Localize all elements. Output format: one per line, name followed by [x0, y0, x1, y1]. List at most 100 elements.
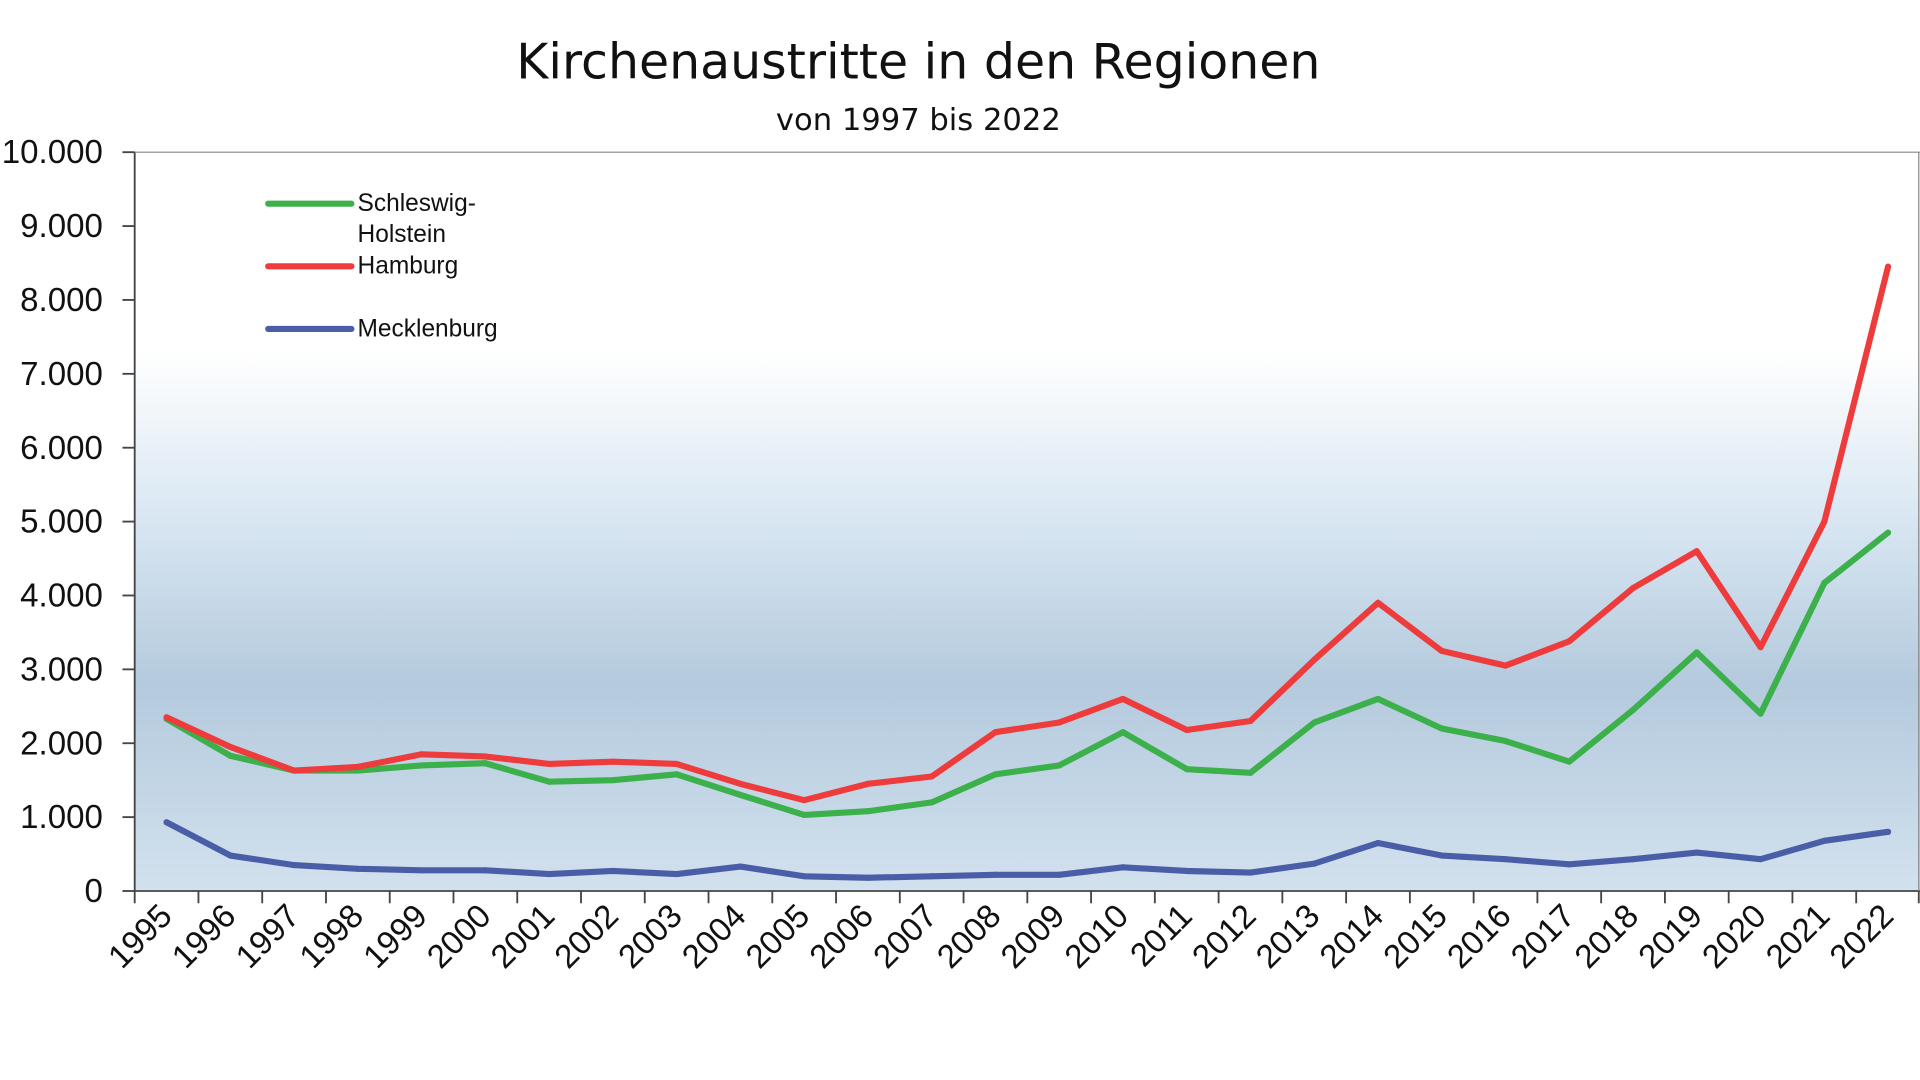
data-point: [1821, 518, 1828, 525]
data-point: [1502, 662, 1509, 669]
x-tick-label: 2000: [420, 897, 498, 975]
legend-label: Schleswig-: [358, 190, 476, 217]
data-point: [1757, 856, 1764, 863]
data-point: [163, 819, 170, 826]
data-point: [1629, 585, 1637, 592]
data-point: [546, 870, 553, 878]
x-tick-label: 2018: [1568, 897, 1646, 975]
data-point: [737, 791, 744, 799]
x-tick-label: 2015: [1377, 897, 1455, 975]
data-point: [227, 852, 234, 859]
data-point: [1183, 766, 1190, 773]
legend-label: Mecklenburg: [358, 315, 498, 342]
data-point: [1566, 758, 1573, 765]
x-tick-label: 2021: [1759, 897, 1837, 975]
data-point: [1119, 864, 1127, 871]
chart-title: Kirchenaustritte in den Regionen: [516, 32, 1320, 90]
data-point: [1311, 860, 1318, 867]
data-point: [992, 729, 999, 736]
data-point: [737, 863, 744, 870]
data-point: [1056, 719, 1063, 726]
data-point: [992, 871, 999, 878]
x-tick-label: 2002: [548, 897, 626, 975]
y-tick-label: 1.000: [20, 799, 103, 836]
data-point: [801, 873, 808, 880]
data-point: [609, 758, 616, 765]
data-point: [418, 751, 425, 758]
data-point: [801, 811, 808, 818]
x-tick-label: 2019: [1632, 897, 1710, 975]
x-tick-label: 2001: [484, 897, 562, 975]
data-point: [1438, 852, 1445, 859]
series-line-hamburg: [163, 263, 1892, 804]
x-tick-label: 1997: [229, 897, 307, 975]
x-tick-label: 2012: [1185, 897, 1263, 975]
data-point: [864, 808, 871, 815]
data-point: [1885, 529, 1892, 536]
data-point: [1629, 856, 1637, 863]
data-point: [673, 760, 680, 767]
data-point: [992, 771, 999, 778]
data-point: [1821, 837, 1828, 844]
data-point: [1247, 718, 1254, 725]
data-point: [928, 873, 935, 880]
y-tick-label: 4.000: [20, 577, 103, 614]
y-tick-label: 8.000: [20, 282, 103, 319]
data-point: [291, 862, 298, 869]
data-point: [1374, 839, 1382, 847]
legend-label: Hamburg: [358, 253, 459, 280]
data-point: [673, 870, 680, 878]
data-point: [1566, 638, 1573, 645]
x-tick-label: 2011: [1123, 897, 1199, 974]
data-point: [1056, 871, 1063, 878]
data-point: [227, 752, 234, 759]
data-point: [291, 767, 298, 774]
series-line-schleswig-holstein: [163, 529, 1892, 818]
x-tick-label: 2006: [803, 897, 881, 975]
x-tick-label: 1996: [165, 897, 243, 975]
data-point: [928, 773, 935, 780]
data-point: [864, 874, 871, 881]
data-point: [609, 867, 616, 875]
data-point: [1311, 719, 1318, 726]
x-tick-label: 2017: [1504, 897, 1582, 975]
data-point: [864, 780, 871, 787]
data-point: [482, 753, 489, 760]
data-point: [737, 780, 744, 787]
data-point: [1247, 769, 1254, 776]
data-point: [1247, 869, 1254, 876]
data-point: [418, 762, 425, 769]
data-point: [227, 743, 234, 750]
data-point: [482, 867, 489, 874]
y-tick-label: 6.000: [20, 430, 103, 467]
x-tick-label: 2008: [930, 897, 1008, 975]
data-point: [1374, 599, 1382, 606]
x-tick-label: 2020: [1695, 897, 1773, 975]
data-point: [1119, 695, 1127, 702]
data-point: [418, 867, 425, 874]
x-tick-label: 1999: [356, 897, 434, 975]
y-tick-label: 2.000: [20, 725, 103, 762]
data-point: [1693, 649, 1700, 656]
x-tick-label: 2010: [1058, 897, 1136, 975]
x-tick-label: 2003: [612, 897, 690, 975]
x-tick-label: 2014: [1313, 897, 1391, 975]
x-tick-label: 2005: [739, 897, 817, 975]
chart-subtitle: von 1997 bis 2022: [776, 103, 1061, 138]
y-tick-label: 5.000: [20, 504, 103, 541]
data-point: [163, 714, 170, 721]
data-point: [1502, 737, 1509, 745]
data-point: [1885, 828, 1892, 835]
y-tick-label: 0: [84, 873, 102, 910]
data-point: [546, 778, 553, 785]
data-point: [801, 797, 808, 804]
data-point: [1757, 710, 1764, 717]
data-point: [609, 777, 616, 784]
y-tick-label: 9.000: [20, 208, 103, 245]
data-point: [1438, 647, 1445, 654]
data-point: [673, 771, 680, 778]
data-point: [1757, 644, 1764, 651]
data-point: [1374, 695, 1382, 702]
x-tick-label: 2016: [1440, 897, 1518, 975]
